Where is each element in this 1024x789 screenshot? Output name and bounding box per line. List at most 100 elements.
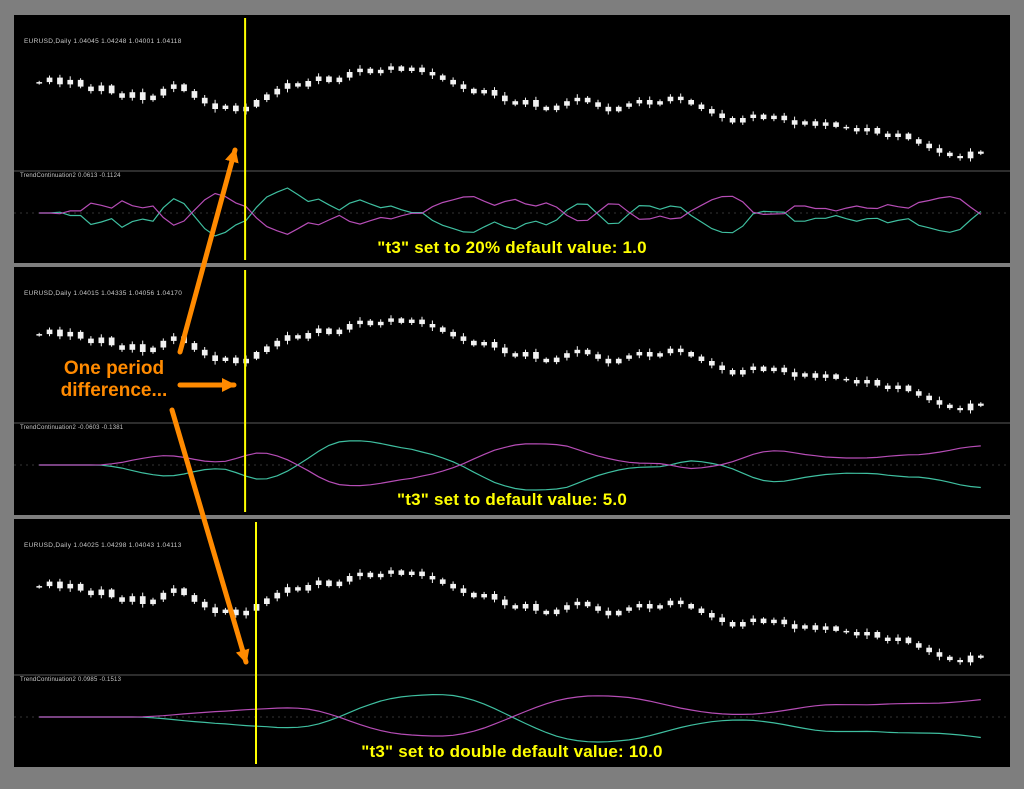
candle-body xyxy=(108,589,115,598)
candle-body xyxy=(667,600,674,606)
candle-body xyxy=(740,118,746,123)
candle-body xyxy=(98,589,105,596)
candle-body xyxy=(295,335,301,339)
candle-body xyxy=(864,128,870,132)
candle-body xyxy=(377,69,384,74)
candle-body xyxy=(481,90,487,94)
chart-panel-t3-10: EURUSD,Daily 1.04025 1.04298 1.04043 1.0… xyxy=(14,519,1010,767)
candle-body xyxy=(698,356,705,361)
candle-body xyxy=(160,88,167,96)
candle-body xyxy=(564,101,570,106)
candle-body xyxy=(346,324,353,330)
candle-body xyxy=(336,581,343,587)
indicator-line-magenta xyxy=(39,443,981,487)
candle-body xyxy=(595,354,601,359)
candle-body xyxy=(233,105,239,112)
candle-body xyxy=(212,607,218,613)
candle-body xyxy=(502,347,508,354)
candle-body xyxy=(357,320,363,325)
candle-body xyxy=(905,133,912,140)
candle-body xyxy=(481,594,487,598)
candle-body xyxy=(212,355,218,361)
candle-body xyxy=(564,353,570,358)
candle-body xyxy=(305,333,312,339)
candle-body xyxy=(615,358,622,364)
candle-body xyxy=(677,600,684,605)
candle-body xyxy=(439,579,446,584)
candle-body xyxy=(936,652,943,657)
candle-body xyxy=(67,331,74,337)
candle-body xyxy=(295,587,301,591)
candle-body xyxy=(884,133,891,137)
candle-body xyxy=(895,637,901,641)
candle-body xyxy=(646,604,653,609)
candle-body xyxy=(719,113,725,118)
candle-body xyxy=(833,374,839,379)
candle-body xyxy=(98,337,105,344)
candle-body xyxy=(253,100,260,107)
candle-body xyxy=(636,352,643,356)
candle-body xyxy=(564,605,570,610)
indicator-line-teal xyxy=(39,440,981,491)
candle-body xyxy=(698,104,705,109)
candle-body xyxy=(170,336,177,341)
candle-body xyxy=(77,331,84,339)
candle-body xyxy=(274,88,281,95)
candle-body xyxy=(160,592,167,600)
candle-body xyxy=(57,581,63,589)
candle-body xyxy=(181,588,187,596)
caption-t3-double: "t3" set to double default value: 10.0 xyxy=(361,742,663,761)
candle-body xyxy=(657,353,663,357)
candle-body xyxy=(967,151,974,159)
candle-body xyxy=(429,576,436,580)
candle-body xyxy=(667,96,674,102)
candle-body xyxy=(843,630,850,633)
candle-body xyxy=(926,647,932,653)
candle-body xyxy=(295,83,301,87)
candle-body xyxy=(191,343,198,350)
candle-body xyxy=(781,115,788,121)
candle-body xyxy=(336,77,343,83)
candle-body xyxy=(398,66,405,71)
candle-body xyxy=(698,608,705,613)
candle-body xyxy=(491,90,498,96)
candle-body xyxy=(129,92,136,98)
candle-body xyxy=(740,622,746,627)
candle-body xyxy=(553,609,560,615)
chart-panel-t3-1: EURUSD,Daily 1.04045 1.04248 1.04001 1.0… xyxy=(14,15,1010,263)
candle-body xyxy=(729,370,736,375)
candle-body xyxy=(729,118,736,123)
candle-body xyxy=(978,151,984,154)
candle-body xyxy=(522,352,529,357)
candle-body xyxy=(915,139,922,144)
candle-body xyxy=(398,318,405,323)
candle-body xyxy=(781,367,788,373)
candle-body xyxy=(36,334,43,336)
candle-body xyxy=(460,84,467,89)
candle-body xyxy=(57,329,63,337)
candle-body xyxy=(429,324,436,328)
candle-body xyxy=(222,105,229,109)
candle-body xyxy=(471,592,477,598)
candle-body xyxy=(67,583,74,589)
candle-body xyxy=(781,619,788,625)
candle-body xyxy=(67,79,74,85)
candle-body xyxy=(119,93,125,98)
candle-body xyxy=(243,610,249,616)
candle-body xyxy=(833,122,839,127)
symbol-ohlc-label: EURUSD,Daily 1.04025 1.04298 1.04043 1.0… xyxy=(24,542,182,549)
candle-body xyxy=(615,106,622,112)
candle-body xyxy=(833,626,839,631)
candle-body xyxy=(88,590,94,596)
candle-body xyxy=(864,632,870,636)
candle-body xyxy=(646,352,653,357)
candle-body xyxy=(377,573,384,578)
candle-body xyxy=(729,622,736,627)
candle-body xyxy=(512,605,519,609)
candle-body xyxy=(843,378,850,381)
candle-body xyxy=(574,97,581,102)
candle-body xyxy=(471,340,477,346)
candle-body xyxy=(139,596,146,604)
candle-body xyxy=(688,352,694,357)
candle-body xyxy=(201,601,208,608)
